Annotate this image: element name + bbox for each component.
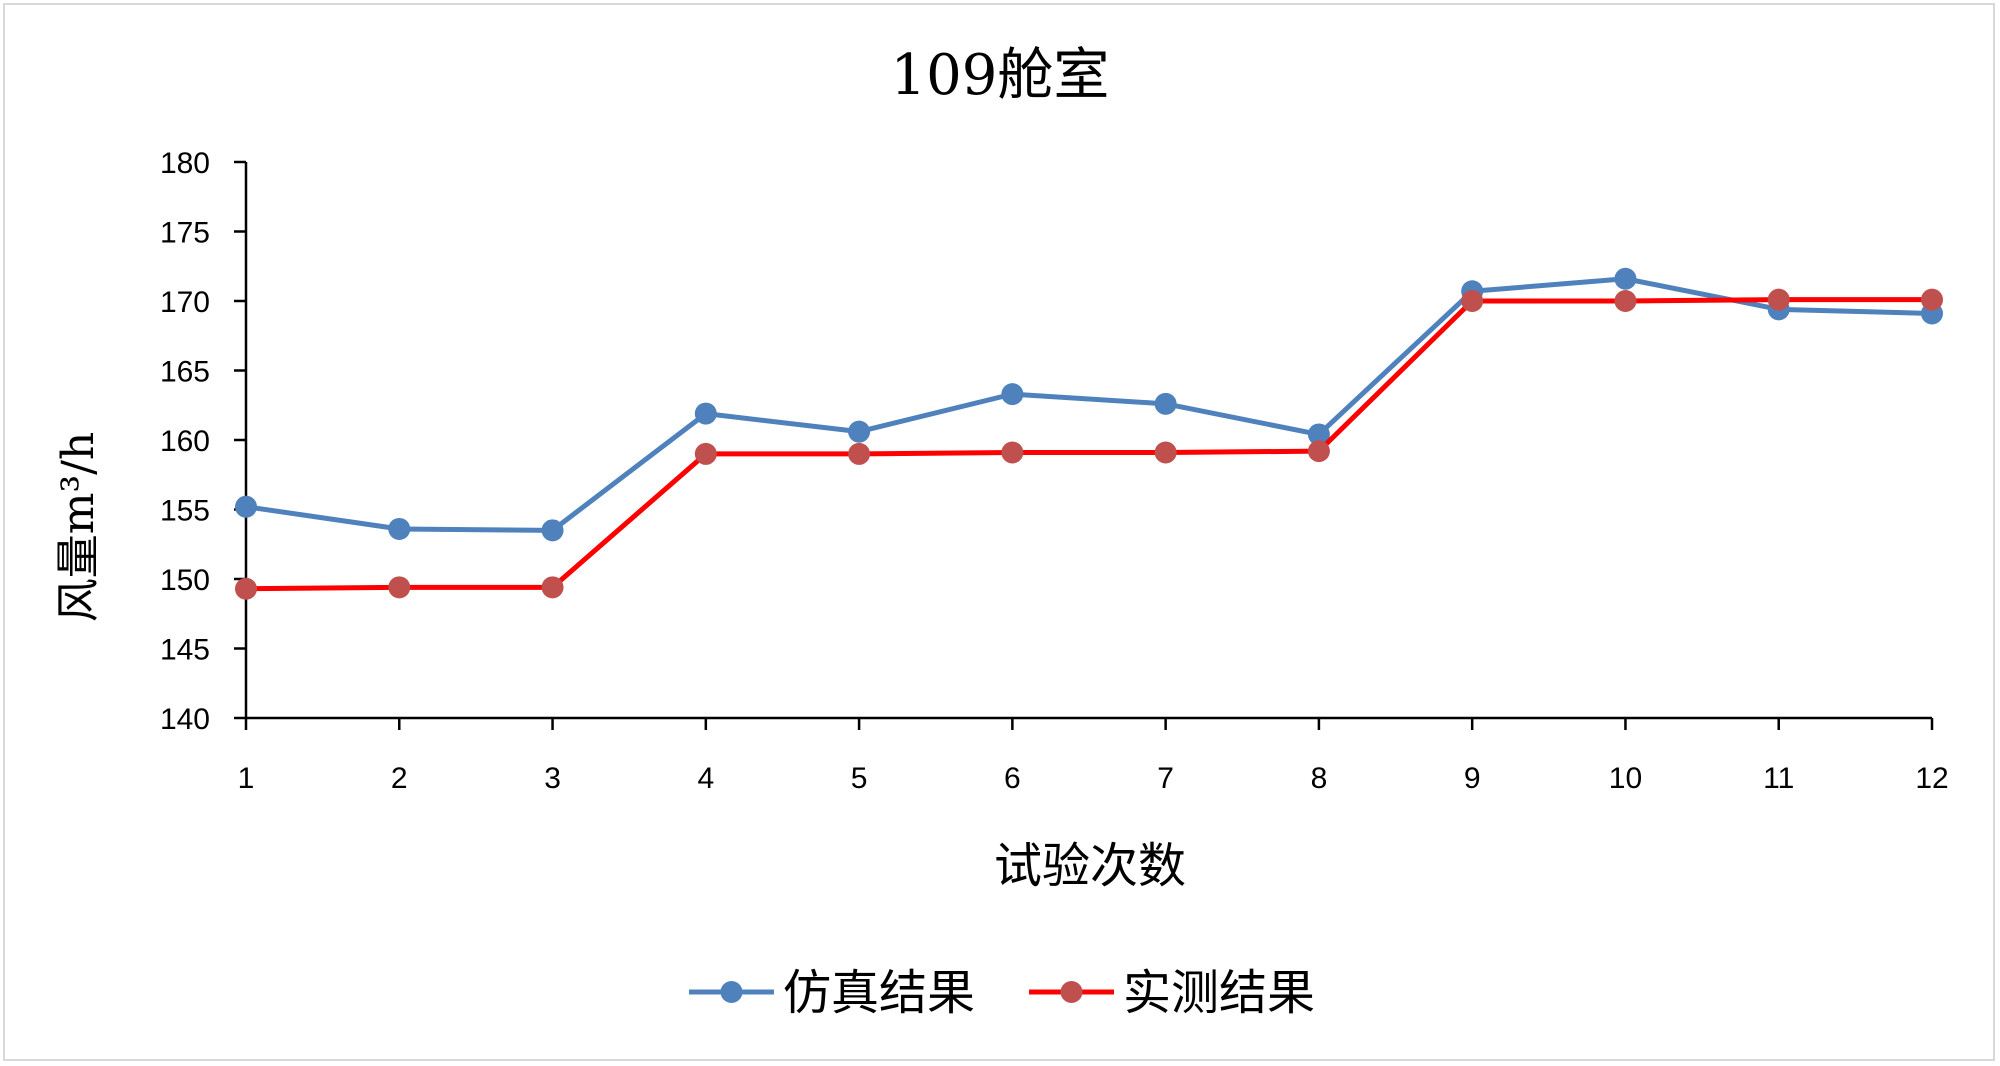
x-tick-label: 11 [1763, 762, 1794, 795]
x-tick-label: 12 [1915, 762, 1948, 795]
y-tick-label: 170 [160, 286, 210, 319]
legend: 仿真结果 实测结果 [689, 965, 1315, 1021]
legend-entry-1: 仿真结果 [689, 965, 975, 1021]
series-2-point [848, 442, 871, 465]
series-2-point [235, 577, 257, 600]
chart-frame [3, 3, 1995, 1061]
y-tick-label: 145 [160, 634, 210, 667]
x-tick-label: 5 [851, 762, 868, 795]
legend-label: 仿真结果 [783, 965, 975, 1021]
y-tick-label: 175 [160, 217, 210, 250]
y-tick-label: 150 [160, 564, 210, 597]
series-2-point [694, 442, 717, 465]
x-tick-label: 7 [1157, 762, 1174, 795]
legend-marker [1060, 981, 1083, 1003]
series-2 [235, 288, 1943, 600]
x-tick-label: 3 [544, 762, 561, 795]
series-2-point [1307, 440, 1330, 463]
series-1-point [694, 402, 717, 425]
series-1-point [1614, 267, 1637, 290]
series-1-point [541, 519, 564, 542]
x-tick-label: 10 [1609, 762, 1642, 795]
series-1-point [1154, 392, 1177, 415]
series-2-point [1921, 288, 1943, 311]
legend-label: 实测结果 [1123, 965, 1315, 1021]
y-tick-label: 155 [160, 495, 210, 528]
y-axis-ticks: 140 145 150 155 160 165 170 175 180 [160, 147, 246, 736]
series-2-point [1154, 441, 1177, 464]
x-tick-label: 9 [1464, 762, 1481, 795]
y-tick-label: 180 [160, 147, 210, 180]
series-1-line [245, 276, 1933, 533]
x-tick-label: 2 [391, 762, 408, 795]
x-tick-label: 4 [697, 762, 714, 795]
series-2-point [1767, 288, 1790, 311]
series-2-point [1614, 290, 1637, 312]
y-tick-label: 165 [160, 356, 210, 389]
series-1-point [848, 420, 871, 443]
series-1-point [1307, 423, 1330, 446]
chart-title: 109舱室 [891, 43, 1110, 108]
x-tick-label: 6 [1004, 762, 1021, 795]
series-2-line [245, 297, 1932, 592]
y-tick-label: 140 [160, 703, 210, 736]
series-1-point [388, 517, 411, 540]
series-1-point [1001, 383, 1024, 406]
legend-marker [720, 981, 743, 1003]
series-2-point [1001, 441, 1024, 464]
legend-entry-2: 实测结果 [1029, 965, 1315, 1021]
x-axis-ticks: 1 2 3 4 5 6 7 8 9 10 11 12 [238, 718, 1949, 795]
series-1-point [235, 495, 257, 518]
y-axis-label: 风量m³/h [53, 432, 104, 623]
axes [244, 162, 1932, 720]
series-2-point [1461, 290, 1484, 312]
x-axis-label: 试验次数 [994, 838, 1186, 894]
series-1 [235, 267, 1943, 542]
y-tick-label: 160 [160, 425, 210, 458]
x-tick-label: 1 [238, 762, 255, 795]
series-2-point [541, 576, 564, 599]
series-layer [235, 267, 1943, 600]
series-2-point [388, 576, 411, 599]
x-tick-label: 8 [1311, 762, 1328, 795]
